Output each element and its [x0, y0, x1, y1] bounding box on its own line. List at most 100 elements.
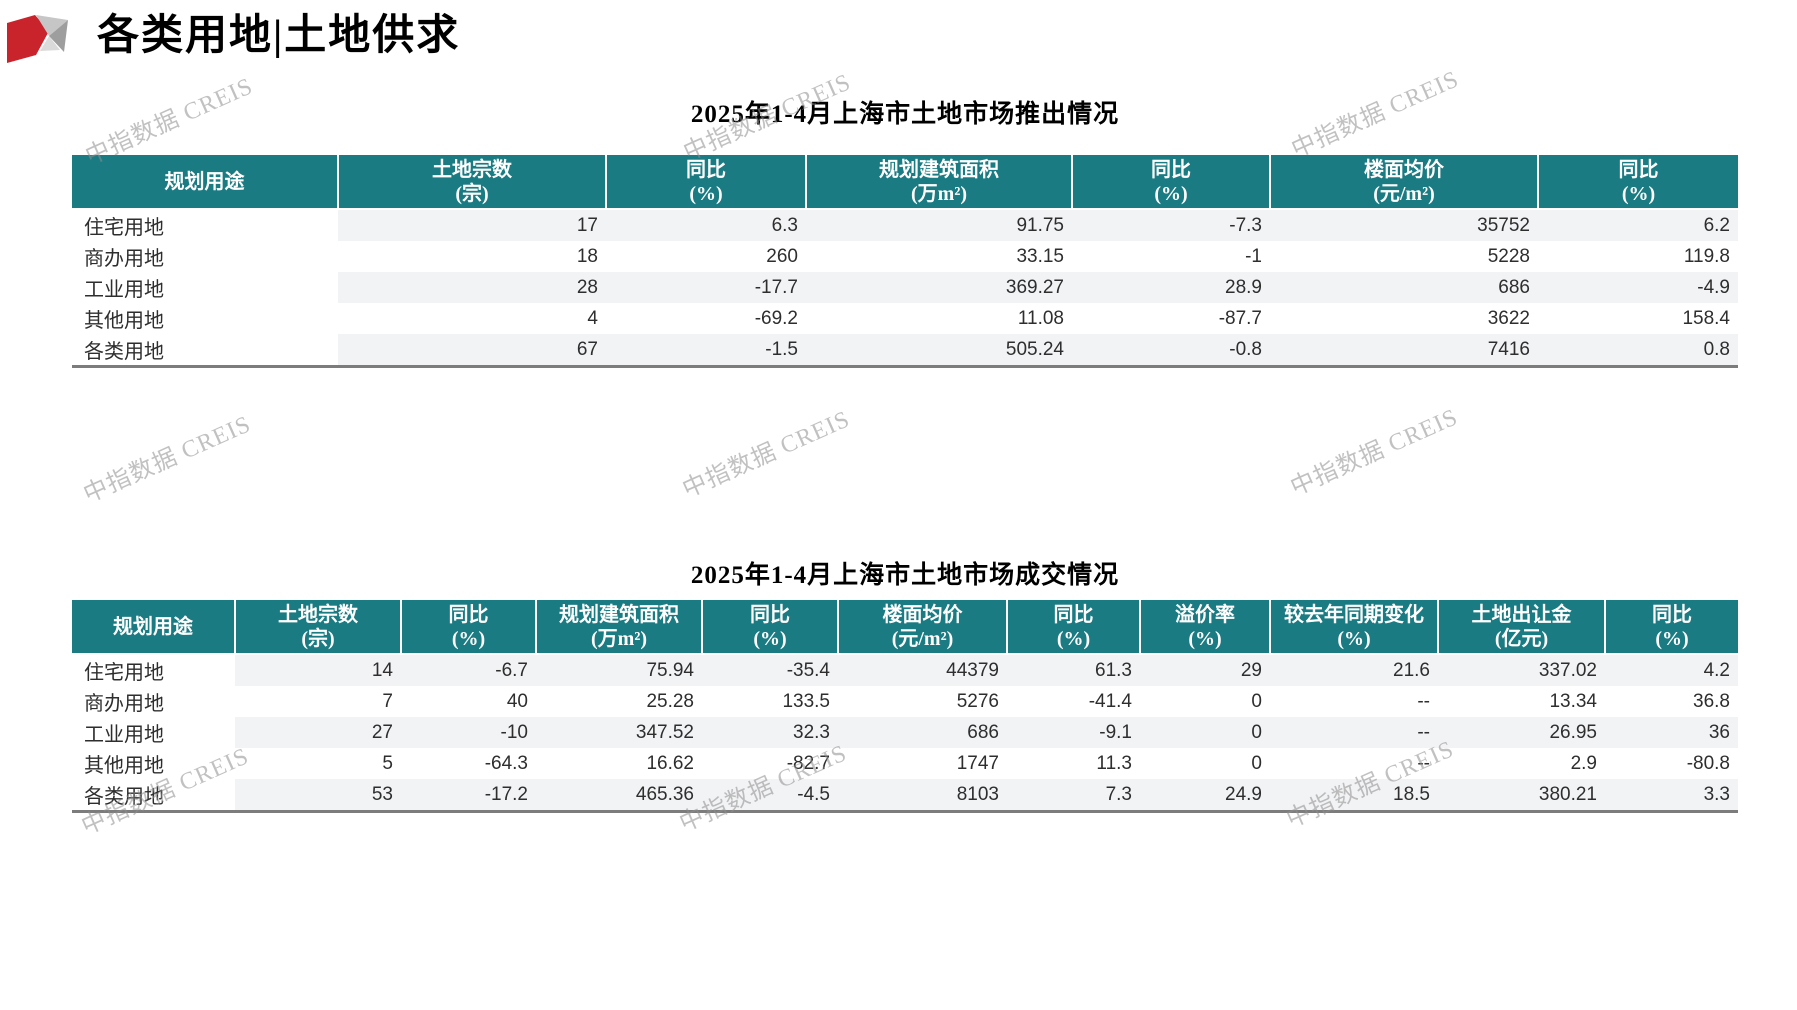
column-header: 规划建筑面积 (万m²): [536, 600, 703, 655]
column-header-line1: 同比: [750, 603, 790, 626]
row-label-cell: 各类用地: [72, 779, 235, 813]
data-cell: 40: [401, 686, 536, 717]
data-cell: 0: [1140, 686, 1270, 717]
land-transaction-section: 2025年1-4月上海市土地市场成交情况 规划用途 土地宗数 (宗) 同比 (%) 规划建…: [72, 560, 1738, 813]
column-header-line1: 土地出让金: [1471, 603, 1572, 626]
land-launch-table: 规划用途 土地宗数 (宗) 同比 (%) 规划建筑面积 (万m²) 同比 (%) 楼面均价 (元/m…: [72, 155, 1738, 368]
data-cell: 3622: [1270, 303, 1538, 334]
data-cell: -6.7: [401, 654, 536, 686]
data-cell: 13.34: [1438, 686, 1605, 717]
table-row: 住宅用地 17 6.3 91.75 -7.3 35752 6.2: [72, 209, 1738, 241]
table-row: 工业用地 27 -10 347.52 32.3 686 -9.1 0 -- 26.95 36: [72, 717, 1738, 748]
column-header-line1: 土地宗数: [278, 603, 358, 626]
data-cell: 18: [338, 241, 606, 272]
table2-title: 2025年1-4月上海市土地市场成交情况: [690, 562, 1120, 589]
data-cell: 24.9: [1140, 779, 1270, 813]
data-cell: -35.4: [702, 654, 838, 686]
data-cell: -9.1: [1007, 717, 1140, 748]
row-label-cell: 商办用地: [72, 241, 338, 272]
column-header-line2: (%): [1655, 627, 1689, 650]
data-cell: 32.3: [702, 717, 838, 748]
data-cell: --: [1270, 686, 1438, 717]
column-header-line1: 同比: [1618, 158, 1659, 181]
data-cell: 380.21: [1438, 779, 1605, 813]
page-header: 各类用地|土地供求: [0, 0, 1797, 80]
column-header-line2: (%): [1154, 182, 1188, 205]
row-label-cell: 其他用地: [72, 748, 235, 779]
column-header-line2: (万m²): [911, 182, 967, 205]
page-title: 各类用地|土地供求: [97, 13, 461, 59]
data-cell: 26.95: [1438, 717, 1605, 748]
data-cell: -17.2: [401, 779, 536, 813]
data-cell: 158.4: [1538, 303, 1738, 334]
data-cell: 53: [235, 779, 401, 813]
column-header-line1: 规划建筑面积: [879, 158, 999, 181]
data-cell: 28.9: [1072, 272, 1270, 303]
column-header: 同比 (%): [1007, 600, 1141, 655]
data-cell: -87.7: [1072, 303, 1270, 334]
column-header-line1: 同比: [1151, 158, 1191, 181]
data-cell: 27: [235, 717, 401, 748]
column-header-line1: 同比: [1652, 603, 1692, 626]
column-header-line2: (元/m²): [891, 627, 954, 650]
data-cell: 337.02: [1438, 654, 1605, 686]
data-cell: -4.5: [702, 779, 838, 813]
column-header: 同比 (%): [1072, 155, 1271, 210]
data-cell: 5276: [838, 686, 1007, 717]
column-header-line1: 同比: [448, 603, 489, 626]
data-cell: 91.75: [806, 209, 1072, 241]
column-header-line2: (%): [1188, 627, 1222, 650]
data-cell: 35752: [1270, 209, 1538, 241]
watermark: 中指数据 CREIS: [1286, 404, 1462, 502]
column-header: 土地出让金 (亿元): [1438, 600, 1606, 655]
column-header-line1: 同比: [1053, 603, 1094, 626]
data-cell: 5: [235, 748, 401, 779]
column-header-line1: 同比: [686, 158, 726, 181]
data-cell: 6.2: [1538, 209, 1738, 241]
data-cell: 4: [338, 303, 606, 334]
watermark: 中指数据 CREIS: [79, 411, 255, 509]
row-label-cell: 各类用地: [72, 334, 338, 368]
column-header-line2: (万m²): [591, 627, 647, 650]
data-cell: 16.62: [536, 748, 702, 779]
data-cell: --: [1270, 717, 1438, 748]
data-cell: 44379: [838, 654, 1007, 686]
data-cell: -64.3: [401, 748, 536, 779]
data-cell: 17: [338, 209, 606, 241]
watermark: 中指数据 CREIS: [678, 406, 854, 504]
table-row: 各类用地 53 -17.2 465.36 -4.5 8103 7.3 24.9 18.5 380.…: [72, 779, 1738, 813]
column-header-line1: 楼面均价: [882, 603, 963, 626]
row-label-cell: 工业用地: [72, 717, 235, 748]
column-header-line2: (宗): [301, 627, 335, 650]
data-cell: 33.15: [806, 241, 1072, 272]
data-cell: 25.28: [536, 686, 702, 717]
data-cell: -80.8: [1605, 748, 1738, 779]
row-label-cell: 工业用地: [72, 272, 338, 303]
header-row: 规划用途 土地宗数 (宗) 同比 (%) 规划建筑面积 (万m²) 同比 (%) 楼面均价 (元/m…: [72, 600, 1738, 655]
data-cell: -69.2: [606, 303, 806, 334]
column-header: 同比 (%): [702, 600, 839, 655]
table-row: 商办用地 7 40 25.28 133.5 5276 -41.4 0 -- 13.34 36.8: [72, 686, 1738, 717]
data-cell: 67: [338, 334, 606, 368]
column-header: 规划建筑面积 (万m²): [806, 155, 1073, 210]
creis-logo-icon: [7, 15, 69, 69]
land-transaction-table: 规划用途 土地宗数 (宗) 同比 (%) 规划建筑面积 (万m²) 同比 (%) 楼面均价 (元/m…: [72, 600, 1738, 813]
data-cell: 3.3: [1605, 779, 1738, 813]
data-cell: 369.27: [806, 272, 1072, 303]
column-header-line2: (%): [1337, 627, 1371, 650]
data-cell: 21.6: [1270, 654, 1438, 686]
table-row: 商办用地 18 260 33.15 -1 5228 119.8: [72, 241, 1738, 272]
data-cell: 4.2: [1605, 654, 1738, 686]
column-header: 溢价率 (%): [1140, 600, 1271, 655]
data-cell: 2.9: [1438, 748, 1605, 779]
column-header-line2: (%): [451, 627, 486, 650]
table-row: 其他用地 4 -69.2 11.08 -87.7 3622 158.4: [72, 303, 1738, 334]
data-cell: 18.5: [1270, 779, 1438, 813]
data-cell: 11.08: [806, 303, 1072, 334]
row-label-cell: 住宅用地: [72, 209, 338, 241]
column-header: 同比 (%): [401, 600, 537, 655]
row-label-cell: 商办用地: [72, 686, 235, 717]
data-cell: 260: [606, 241, 806, 272]
column-header: 土地宗数 (宗): [338, 155, 607, 210]
data-cell: 505.24: [806, 334, 1072, 368]
